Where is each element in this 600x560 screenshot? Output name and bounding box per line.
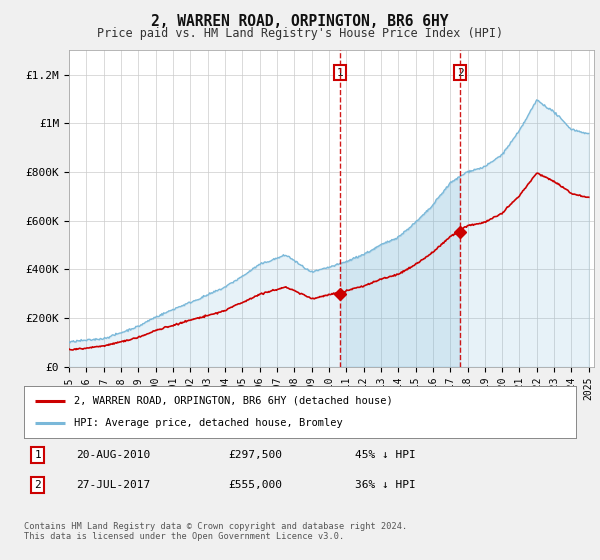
Text: 1: 1 [34,450,41,460]
Text: HPI: Average price, detached house, Bromley: HPI: Average price, detached house, Brom… [74,418,343,428]
Text: 27-JUL-2017: 27-JUL-2017 [76,480,151,490]
Text: £297,500: £297,500 [228,450,282,460]
Text: £555,000: £555,000 [228,480,282,490]
Text: Contains HM Land Registry data © Crown copyright and database right 2024.
This d: Contains HM Land Registry data © Crown c… [24,522,407,542]
Text: 45% ↓ HPI: 45% ↓ HPI [355,450,416,460]
Text: 36% ↓ HPI: 36% ↓ HPI [355,480,416,490]
Text: Price paid vs. HM Land Registry's House Price Index (HPI): Price paid vs. HM Land Registry's House … [97,27,503,40]
Text: 2, WARREN ROAD, ORPINGTON, BR6 6HY (detached house): 2, WARREN ROAD, ORPINGTON, BR6 6HY (deta… [74,396,392,406]
Text: 2: 2 [34,480,41,490]
Text: 1: 1 [337,68,343,77]
Text: 2, WARREN ROAD, ORPINGTON, BR6 6HY: 2, WARREN ROAD, ORPINGTON, BR6 6HY [151,14,449,29]
Text: 20-AUG-2010: 20-AUG-2010 [76,450,151,460]
Text: 2: 2 [457,68,463,77]
